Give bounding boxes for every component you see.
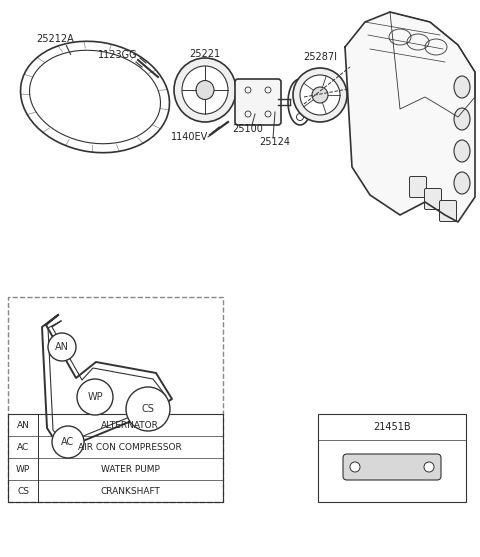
Text: WATER PUMP: WATER PUMP	[101, 465, 159, 473]
Text: CRANKSHAFT: CRANKSHAFT	[100, 486, 160, 496]
Ellipse shape	[182, 66, 228, 114]
Text: 1123GG: 1123GG	[98, 50, 138, 60]
Ellipse shape	[300, 75, 340, 115]
Ellipse shape	[454, 140, 470, 162]
Text: CS: CS	[17, 486, 29, 496]
Ellipse shape	[312, 87, 328, 103]
Ellipse shape	[174, 58, 236, 122]
FancyBboxPatch shape	[440, 201, 456, 222]
Text: 25100: 25100	[233, 124, 264, 134]
Ellipse shape	[454, 76, 470, 98]
Text: AIR CON COMPRESSOR: AIR CON COMPRESSOR	[78, 442, 182, 452]
Ellipse shape	[29, 50, 160, 144]
Circle shape	[48, 333, 76, 361]
Text: AC: AC	[17, 442, 29, 452]
Text: 21451B: 21451B	[373, 422, 411, 432]
Text: ALTERNATOR: ALTERNATOR	[101, 421, 159, 429]
Text: 25287I: 25287I	[303, 52, 337, 62]
Ellipse shape	[293, 68, 347, 122]
Ellipse shape	[454, 172, 470, 194]
Ellipse shape	[454, 108, 470, 130]
Text: CS: CS	[142, 404, 155, 414]
FancyBboxPatch shape	[343, 454, 441, 480]
Text: AC: AC	[61, 437, 74, 447]
Circle shape	[424, 462, 434, 472]
Bar	[318, 414, 466, 502]
FancyBboxPatch shape	[235, 79, 281, 125]
Ellipse shape	[288, 79, 312, 125]
Text: AN: AN	[17, 421, 29, 429]
Polygon shape	[345, 12, 475, 222]
FancyBboxPatch shape	[424, 188, 442, 209]
FancyBboxPatch shape	[409, 177, 427, 198]
Circle shape	[126, 387, 170, 431]
Circle shape	[77, 379, 113, 415]
Circle shape	[52, 426, 84, 458]
Bar	[8, 414, 223, 502]
Text: 25221: 25221	[190, 49, 221, 59]
Text: AN: AN	[55, 342, 69, 352]
Text: WP: WP	[87, 392, 103, 402]
Circle shape	[350, 462, 360, 472]
Ellipse shape	[196, 81, 214, 100]
Text: WP: WP	[16, 465, 30, 473]
Text: 1140EV: 1140EV	[171, 132, 209, 142]
Text: 25124: 25124	[260, 137, 290, 147]
Text: 25212A: 25212A	[36, 34, 74, 44]
